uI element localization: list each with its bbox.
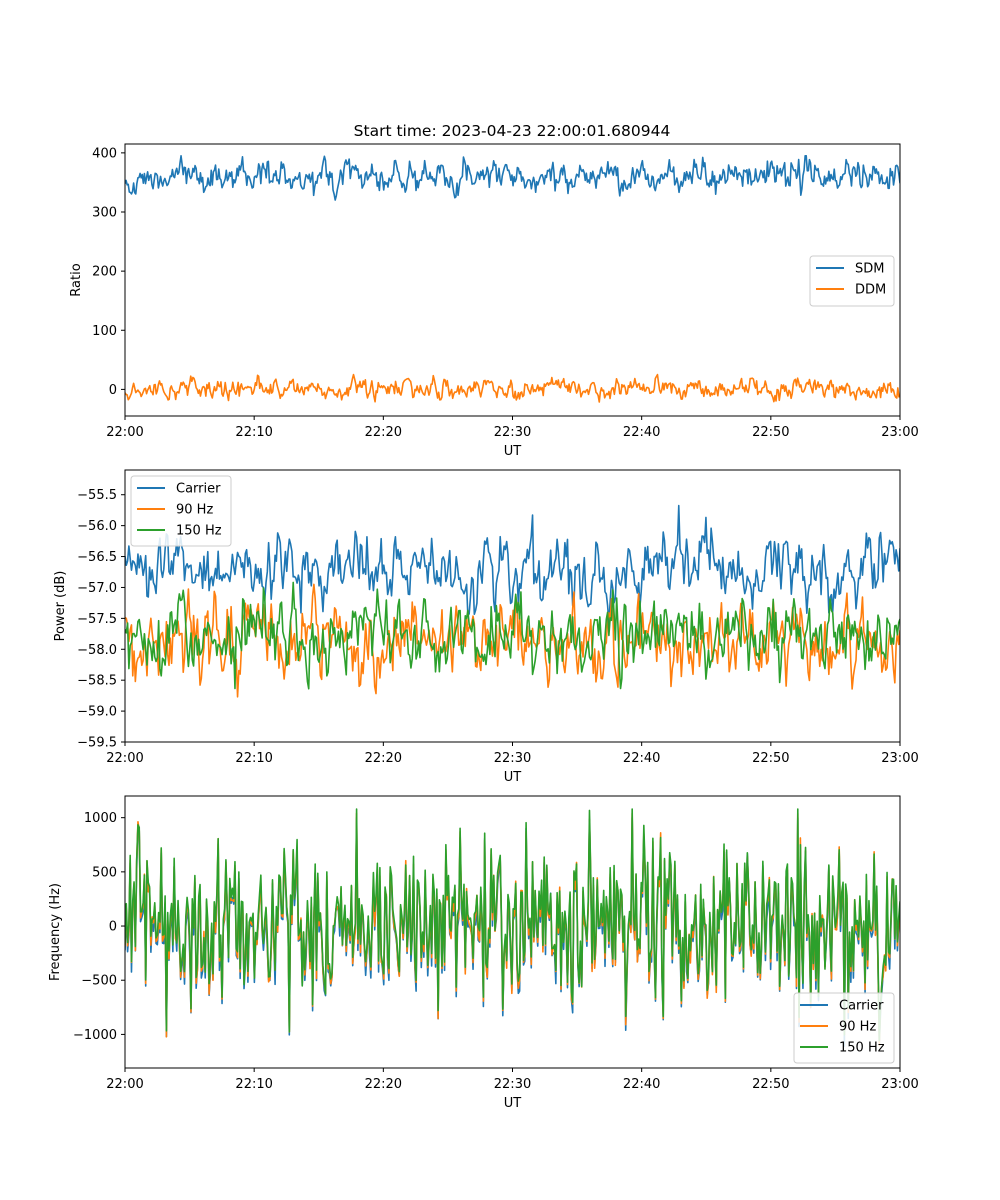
y-tick-label: 300 bbox=[92, 206, 117, 221]
x-tick-label: 22:10 bbox=[235, 1077, 272, 1092]
series-line-150-hz bbox=[125, 581, 900, 690]
x-axis-label: UT bbox=[504, 444, 522, 459]
legend-entry: Carrier bbox=[176, 482, 221, 497]
legend-entry: Carrier bbox=[839, 999, 884, 1014]
x-tick-label: 22:30 bbox=[494, 1077, 531, 1092]
series-group bbox=[125, 808, 900, 1047]
x-tick-label: 22:10 bbox=[235, 425, 272, 440]
x-tick-label: 23:00 bbox=[881, 1077, 918, 1092]
legend-entry: SDM bbox=[855, 262, 884, 277]
y-tick-label: −500 bbox=[81, 974, 117, 989]
y-tick-label: 0 bbox=[109, 383, 117, 398]
series-line-150-hz bbox=[125, 808, 900, 1042]
plot-frame bbox=[124, 469, 901, 743]
panel-2: 22:00 22:10 22:20 22:30 22:40 22:50 23:00 UT −59… bbox=[53, 469, 919, 785]
x-tick-label: 22:50 bbox=[752, 751, 789, 766]
y-tick-label: 100 bbox=[92, 324, 117, 339]
legend: Carrier 90 Hz 150 Hz bbox=[130, 475, 232, 547]
y-tick-label: −59.5 bbox=[77, 736, 117, 751]
y-tick-label: 1000 bbox=[84, 811, 117, 826]
x-tick-label: 22:00 bbox=[106, 751, 143, 766]
series-line-carrier bbox=[125, 504, 900, 624]
x-tick-label: 22:20 bbox=[365, 1077, 402, 1092]
series-line-ddm bbox=[125, 373, 900, 403]
legend-entry: 90 Hz bbox=[176, 503, 213, 518]
y-tick-label: −57.5 bbox=[77, 612, 117, 627]
y-axis-label: Ratio bbox=[69, 263, 84, 296]
x-tick-label: 23:00 bbox=[881, 425, 918, 440]
x-axis-label: UT bbox=[504, 1096, 522, 1111]
x-tick-label: 22:40 bbox=[623, 751, 660, 766]
y-tick-label: 400 bbox=[92, 146, 117, 161]
x-tick-label: 22:00 bbox=[106, 425, 143, 440]
panel-3: 22:00 22:10 22:20 22:30 22:40 22:50 23:00 UT −10… bbox=[48, 795, 919, 1111]
x-tick-label: 22:40 bbox=[623, 425, 660, 440]
panel-1: 22:00 22:10 22:20 22:30 22:40 22:50 23:00 UT 0 10… bbox=[69, 143, 919, 459]
legend-box bbox=[130, 475, 232, 547]
series-line-sdm bbox=[125, 155, 900, 201]
legend-entry: 90 Hz bbox=[839, 1020, 876, 1035]
x-tick-label: 23:00 bbox=[881, 751, 918, 766]
legend-entry: DDM bbox=[855, 283, 886, 298]
legend-box bbox=[793, 992, 895, 1064]
x-tick-label: 22:00 bbox=[106, 1077, 143, 1092]
y-tick-label: −59.0 bbox=[77, 705, 117, 720]
x-tick-label: 22:30 bbox=[494, 751, 531, 766]
y-tick-label: −56.0 bbox=[77, 519, 117, 534]
y-axis-label: Frequency (Hz) bbox=[48, 883, 63, 981]
x-tick-label: 22:30 bbox=[494, 425, 531, 440]
x-tick-label: 22:20 bbox=[365, 751, 402, 766]
x-tick-label: 22:20 bbox=[365, 425, 402, 440]
legend-entry: 150 Hz bbox=[839, 1041, 885, 1056]
legend: SDM DDM bbox=[809, 255, 895, 307]
y-tick-label: 500 bbox=[92, 865, 117, 880]
x-tick-label: 22:40 bbox=[623, 1077, 660, 1092]
x-tick-label: 22:50 bbox=[752, 425, 789, 440]
y-tick-label: 0 bbox=[109, 920, 117, 935]
series-group bbox=[125, 504, 900, 698]
y-tick-label: 200 bbox=[92, 265, 117, 280]
x-tick-label: 22:10 bbox=[235, 751, 272, 766]
y-tick-label: −58.5 bbox=[77, 674, 117, 689]
figure-title: Start time: 2023-04-23 22:00:01.680944 bbox=[354, 122, 671, 140]
y-tick-label: −55.5 bbox=[77, 488, 117, 503]
y-tick-label: −56.5 bbox=[77, 550, 117, 565]
series-group bbox=[125, 155, 900, 403]
x-axis-label: UT bbox=[504, 770, 522, 785]
legend: Carrier 90 Hz 150 Hz bbox=[793, 992, 895, 1064]
y-axis-label: Power (dB) bbox=[53, 571, 68, 642]
y-tick-label: −58.0 bbox=[77, 643, 117, 658]
legend-entry: 150 Hz bbox=[176, 524, 222, 539]
x-tick-label: 22:50 bbox=[752, 1077, 789, 1092]
y-tick-label: −1000 bbox=[73, 1028, 117, 1043]
y-tick-label: −57.0 bbox=[77, 581, 117, 596]
